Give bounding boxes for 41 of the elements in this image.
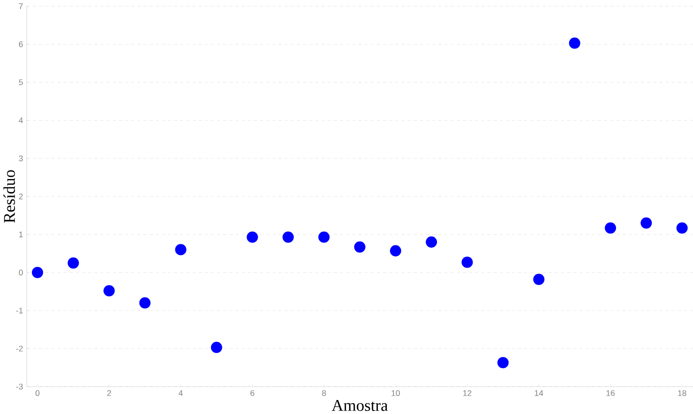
point (138, 296, 152, 310)
y-tick-label: 7 (19, 3, 23, 9)
point (568, 36, 582, 50)
point (496, 356, 510, 370)
x-tick-label: 18 (678, 390, 686, 396)
point (640, 216, 653, 230)
point (317, 230, 331, 244)
point (66, 256, 80, 270)
point (246, 230, 260, 244)
y-axis-title: Resíduo (3, 170, 15, 223)
y-tick-label: 1 (19, 231, 23, 238)
x-tick-label: 2 (107, 390, 111, 396)
point (210, 340, 224, 354)
x-tick-label: 8 (322, 390, 326, 396)
point (282, 230, 295, 244)
y-tick-label: -1 (16, 308, 23, 314)
point (102, 284, 116, 298)
y-tick-label: 4 (18, 117, 23, 123)
point (532, 272, 546, 286)
y-tick-label: 2 (19, 193, 23, 200)
x-tick-label: 16 (606, 390, 615, 396)
x-tick-label: 14 (534, 390, 544, 396)
y-tick-label: 6 (19, 41, 23, 47)
y-tick-label: 5 (18, 79, 23, 85)
point (30, 266, 44, 279)
point (424, 235, 438, 249)
y-tick-label: 0 (18, 269, 23, 276)
x-tick-label: 10 (392, 390, 400, 396)
point (388, 244, 402, 258)
y-tick-label: 3 (18, 155, 23, 162)
point (174, 242, 188, 256)
y-tick-label: -2 (16, 346, 23, 352)
y-tick-label: -3 (16, 384, 23, 390)
x-axis-title: Amostra (332, 400, 388, 411)
point (460, 255, 474, 269)
x-tick-label: 6 (250, 390, 254, 396)
x-tick-label: 0 (36, 390, 40, 396)
point (353, 240, 366, 254)
x-tick-label: 12 (463, 390, 472, 396)
point (604, 221, 618, 234)
x-tick-label: 4 (178, 390, 183, 396)
